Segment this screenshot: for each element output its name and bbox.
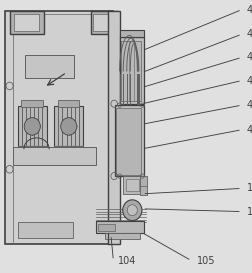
Text: 411: 411 (247, 52, 252, 62)
Bar (96, 221, 144, 233)
Bar (54, 146, 83, 149)
Bar (18, 146, 47, 149)
Circle shape (123, 200, 142, 221)
Bar (5, 11, 113, 244)
Bar (93, 14, 113, 31)
Text: 105: 105 (197, 256, 215, 266)
Text: 403: 403 (247, 100, 252, 110)
Bar (116, 108, 141, 175)
Bar (13, 147, 96, 165)
Bar (115, 105, 144, 176)
Bar (108, 11, 120, 244)
Circle shape (24, 118, 40, 135)
Bar (126, 179, 139, 191)
Text: 409: 409 (247, 5, 252, 14)
Bar (98, 224, 115, 231)
Circle shape (61, 118, 77, 135)
Bar (54, 106, 83, 146)
Bar (25, 55, 74, 78)
Bar (121, 41, 141, 101)
Text: 402: 402 (247, 125, 252, 135)
Circle shape (127, 205, 137, 216)
Text: 107: 107 (247, 183, 252, 193)
Bar (140, 176, 147, 195)
Text: 410: 410 (247, 29, 252, 39)
Text: 405: 405 (247, 76, 252, 85)
Bar (18, 222, 73, 238)
Bar (91, 11, 118, 34)
Bar (105, 233, 140, 239)
Bar (123, 176, 141, 194)
Bar (21, 100, 43, 107)
Bar (18, 106, 47, 146)
Bar (120, 37, 144, 104)
Text: 106: 106 (247, 207, 252, 216)
Bar (120, 30, 144, 37)
Bar (14, 14, 39, 31)
Bar (58, 100, 79, 107)
Text: 104: 104 (118, 256, 137, 266)
Bar (10, 11, 44, 34)
